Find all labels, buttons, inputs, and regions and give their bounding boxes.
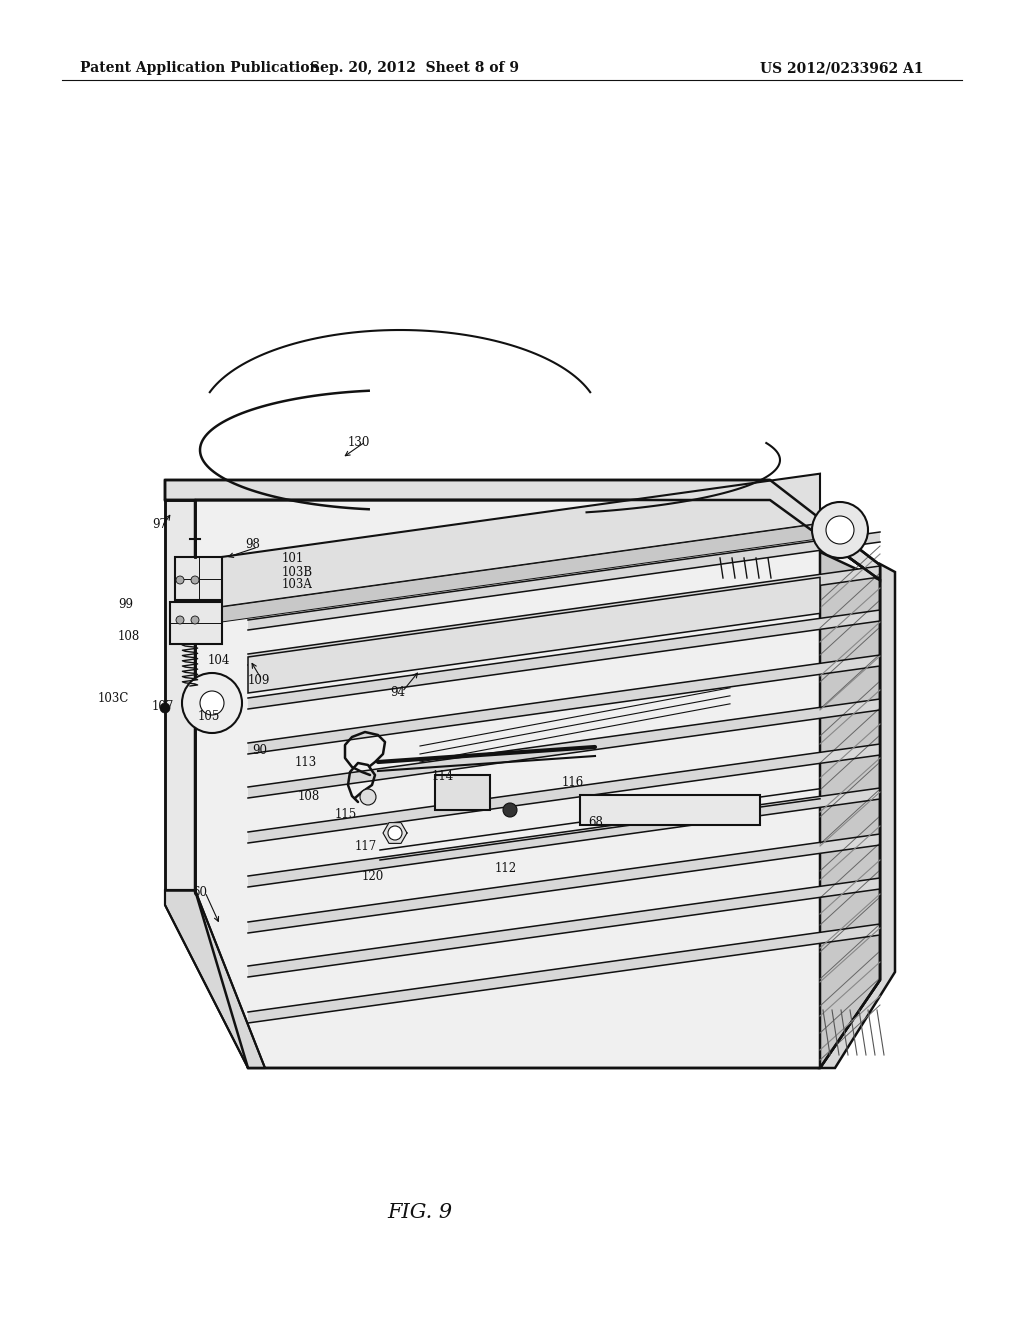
Text: 115: 115 — [335, 808, 357, 821]
Text: 112: 112 — [495, 862, 517, 875]
Circle shape — [826, 516, 854, 544]
Circle shape — [503, 803, 517, 817]
Text: FIG. 9: FIG. 9 — [387, 1203, 453, 1221]
Text: Patent Application Publication: Patent Application Publication — [80, 61, 319, 75]
Bar — [580, 795, 760, 825]
Text: 94: 94 — [390, 686, 406, 700]
Circle shape — [812, 502, 868, 558]
Text: 108: 108 — [118, 630, 140, 643]
Polygon shape — [200, 474, 820, 610]
Text: 90: 90 — [252, 743, 267, 756]
Polygon shape — [200, 524, 820, 624]
Polygon shape — [248, 655, 880, 754]
Polygon shape — [248, 577, 820, 693]
Polygon shape — [820, 564, 895, 1068]
Text: 98: 98 — [245, 539, 260, 552]
Polygon shape — [820, 552, 880, 1068]
Text: 99: 99 — [118, 598, 133, 610]
Circle shape — [191, 616, 199, 624]
Text: US 2012/0233962 A1: US 2012/0233962 A1 — [760, 61, 924, 75]
Text: 103B: 103B — [282, 565, 313, 578]
Polygon shape — [248, 834, 880, 933]
Polygon shape — [248, 700, 880, 799]
Text: 116: 116 — [562, 776, 585, 788]
Polygon shape — [248, 566, 880, 665]
Text: 113: 113 — [295, 756, 317, 770]
Circle shape — [160, 704, 170, 713]
Circle shape — [360, 789, 376, 805]
Polygon shape — [248, 532, 880, 630]
Text: 105: 105 — [198, 710, 220, 722]
Text: 120: 120 — [362, 870, 384, 883]
Polygon shape — [383, 822, 407, 843]
Polygon shape — [165, 890, 265, 1068]
Circle shape — [176, 616, 184, 624]
Circle shape — [182, 673, 242, 733]
Polygon shape — [248, 788, 880, 887]
Polygon shape — [165, 480, 880, 579]
Polygon shape — [248, 744, 880, 843]
Text: 101: 101 — [282, 552, 304, 565]
Text: 109: 109 — [248, 673, 270, 686]
Polygon shape — [248, 924, 880, 1023]
Bar — [175, 557, 222, 601]
Polygon shape — [195, 500, 880, 1068]
Text: 104: 104 — [208, 653, 230, 667]
Circle shape — [176, 576, 184, 583]
Polygon shape — [248, 610, 880, 709]
Text: 114: 114 — [432, 771, 455, 784]
Text: 68: 68 — [588, 816, 603, 829]
Text: 117: 117 — [355, 840, 377, 853]
Circle shape — [191, 576, 199, 583]
Text: 130: 130 — [348, 436, 371, 449]
Text: 107: 107 — [152, 701, 174, 714]
Polygon shape — [165, 500, 195, 890]
Text: Sep. 20, 2012  Sheet 8 of 9: Sep. 20, 2012 Sheet 8 of 9 — [310, 61, 519, 75]
Text: 108: 108 — [298, 789, 321, 803]
Polygon shape — [248, 878, 880, 977]
Circle shape — [388, 826, 402, 840]
Bar — [435, 775, 490, 810]
Text: 60: 60 — [193, 886, 207, 899]
Circle shape — [200, 690, 224, 715]
Bar — [170, 602, 222, 644]
Text: 103A: 103A — [282, 578, 313, 591]
Text: 97: 97 — [152, 517, 167, 531]
Text: 103C: 103C — [98, 692, 129, 705]
